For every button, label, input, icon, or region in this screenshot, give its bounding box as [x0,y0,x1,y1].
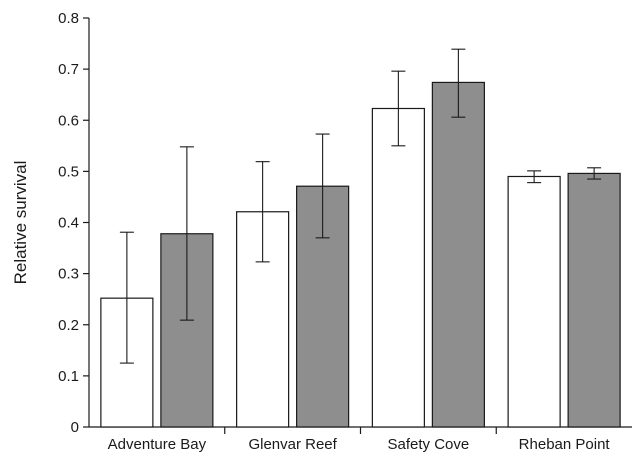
bars [100,81,621,428]
y-axis-label: Relative survival [11,161,30,285]
bar-series-1 [371,107,425,428]
bar-series-1 [507,175,561,428]
bar-series-2 [567,172,621,428]
x-tick-label: Rheban Point [519,436,611,452]
y-tick-label: 0.7 [58,61,79,78]
x-tick-label: Safety Cove [388,436,470,452]
y-tick-label: 0.6 [58,112,79,129]
y-tick-label: 0.1 [58,368,79,385]
y-tick-label: 0.5 [58,163,79,180]
x-tick-label: Glenvar Reef [248,436,337,452]
error-bars [119,48,602,364]
x-tick-label: Adventure Bay [108,436,207,452]
y-tick-label: 0.2 [58,317,79,334]
y-tick-label: 0.4 [58,215,79,232]
y-tick-label: 0.3 [58,266,79,283]
y-tick-label: 0 [71,419,79,436]
labels: 0 0.1 0.2 0.3 0.4 0.5 0.6 0.7 0.8 Adventure Bay Gl… [58,10,610,452]
bar-series-2 [431,81,485,428]
y-tick-label: 0.8 [58,10,79,27]
